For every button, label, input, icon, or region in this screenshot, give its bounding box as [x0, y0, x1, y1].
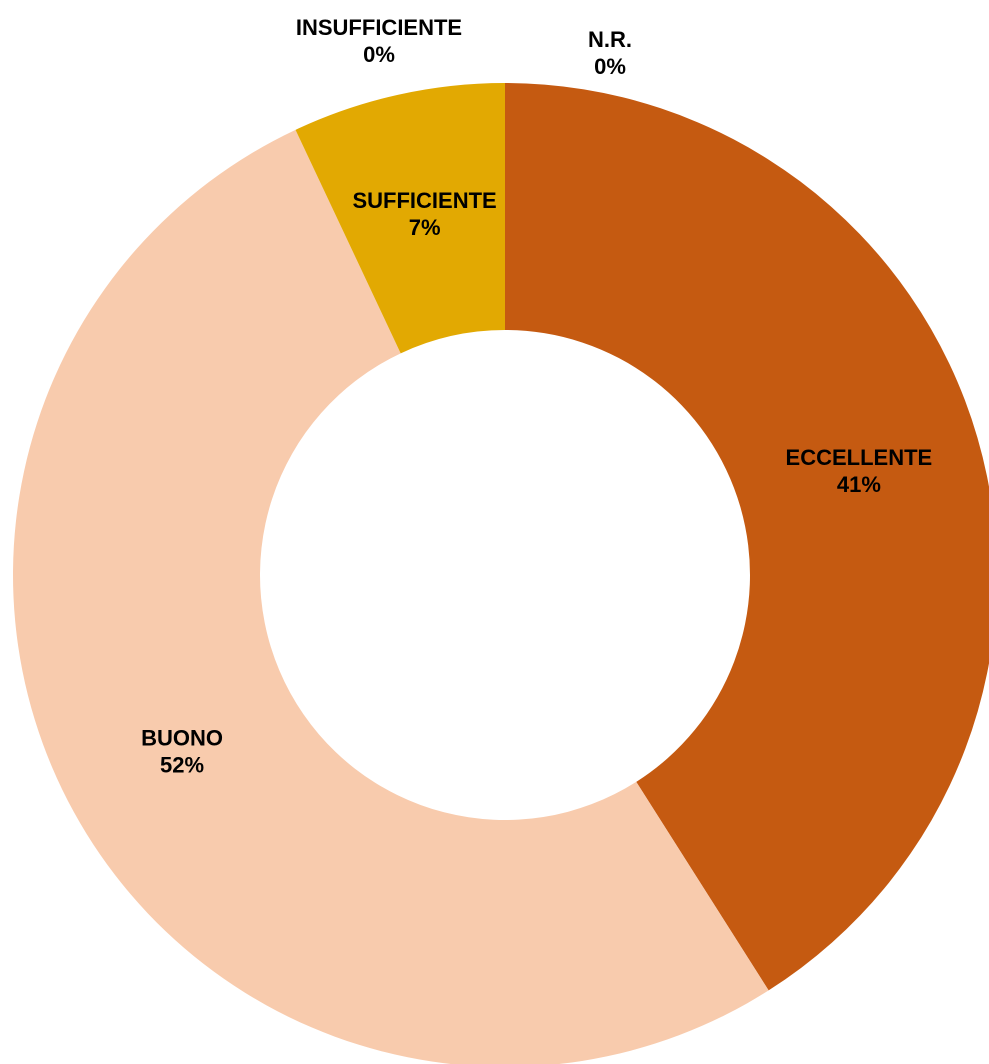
slice [13, 129, 769, 1064]
slice-label-value: 0% [363, 42, 395, 67]
slice-label-name: BUONO [141, 725, 223, 750]
slice [295, 83, 505, 354]
slice-label-value: 52% [160, 752, 204, 777]
slice-label-name: ECCELLENTE [786, 445, 933, 470]
slice [505, 83, 989, 991]
slice-label-value: 41% [837, 472, 881, 497]
slice-label-value: 7% [409, 215, 441, 240]
slice-label-name: N.R. [588, 27, 632, 52]
slice-label-name: SUFFICIENTE [352, 188, 496, 213]
slice-label-value: 0% [594, 54, 626, 79]
slice-label-name: INSUFFICIENTE [296, 15, 462, 40]
